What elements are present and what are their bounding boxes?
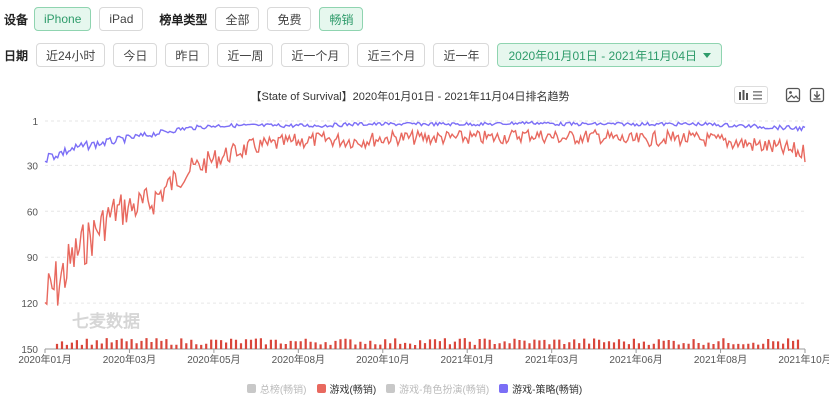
y-axis: 1 30 60 90 120 150 xyxy=(21,117,38,356)
device-ipad-button[interactable]: iPad xyxy=(99,7,144,31)
legend-item-rpg[interactable]: 游戏-角色扮演(畅销) xyxy=(386,381,489,396)
save-image-button[interactable] xyxy=(784,86,802,104)
chevron-down-icon xyxy=(703,52,712,58)
date-range-value: 2020年01月01日 - 2021年11月04日 xyxy=(508,48,698,63)
legend-item-game[interactable]: 游戏(畅销) xyxy=(316,381,377,396)
x-tick-label: 2021年08月 xyxy=(694,353,747,366)
date-month-button[interactable]: 近一个月 xyxy=(281,43,350,67)
series-offchart-markers xyxy=(55,338,800,349)
watermark: 七麦数据 xyxy=(72,311,140,331)
x-tick-label: 2021年03月 xyxy=(525,353,578,366)
view-toggle[interactable] xyxy=(734,86,768,104)
chart-series xyxy=(44,120,806,349)
x-tick-label: 2020年08月 xyxy=(272,353,325,366)
legend-swatch xyxy=(499,384,509,393)
x-tick-label: 2021年01月 xyxy=(441,353,494,366)
x-tick-label: 2020年03月 xyxy=(103,353,156,366)
date-year-button[interactable]: 近一年 xyxy=(433,43,490,67)
rank-type-free-button[interactable]: 免费 xyxy=(267,7,312,31)
date-24h-button[interactable]: 近24小时 xyxy=(36,43,106,67)
legend-label: 游戏-角色扮演(畅销) xyxy=(399,385,490,396)
chart-title: 【State of Survival】2020年01月01日 - 2021年11… xyxy=(250,91,570,103)
legend-label: 游戏-策略(畅销) xyxy=(512,385,583,396)
rank-type-all-button[interactable]: 全部 xyxy=(215,7,260,31)
filter-row-device: 设备 iPhone iPad 榜单类型 全部 免费 畅销 xyxy=(0,6,364,32)
x-tick-label: 2020年01月 xyxy=(18,353,71,366)
x-axis: 2020年01月 2020年03月 2020年05月 2020年08月 2020年10月… xyxy=(18,349,829,366)
x-tick-label: 2021年10月 xyxy=(778,353,829,366)
chart-legend: 总榜(畅销) 游戏(畅销) 游戏-角色扮演(畅销) 游戏-策略(畅销) xyxy=(0,381,829,396)
x-tick-label: 2020年10月 xyxy=(356,353,409,366)
legend-label: 总榜(畅销) xyxy=(259,385,307,396)
device-label: 设备 xyxy=(4,12,29,27)
y-tick-label: 150 xyxy=(21,345,38,356)
y-tick-label: 60 xyxy=(27,207,39,218)
legend-swatch xyxy=(246,384,256,393)
series-line-strategy xyxy=(44,120,806,164)
y-tick-label: 1 xyxy=(32,117,38,128)
date-today-button[interactable]: 今日 xyxy=(113,43,158,67)
legend-label: 游戏(畅销) xyxy=(329,385,377,396)
x-tick-label: 2020年05月 xyxy=(187,353,240,366)
legend-item-overall[interactable]: 总榜(畅销) xyxy=(246,381,307,396)
date-yesterday-button[interactable]: 昨日 xyxy=(165,43,210,67)
legend-item-strategy[interactable]: 游戏-策略(畅销) xyxy=(499,381,582,396)
download-button[interactable] xyxy=(808,86,826,104)
filter-row-date: 日期 近24小时 今日 昨日 近一周 近一个月 近三个月 近一年 2020年01… xyxy=(0,42,723,68)
date-3months-button[interactable]: 近三个月 xyxy=(357,43,426,67)
rank-type-label: 榜单类型 xyxy=(159,12,208,27)
legend-swatch xyxy=(386,384,396,393)
date-range-picker[interactable]: 2020年01月01日 - 2021年11月04日 xyxy=(497,43,723,67)
series-line-game xyxy=(44,128,806,306)
y-tick-label: 30 xyxy=(27,161,39,172)
device-iphone-button[interactable]: iPhone xyxy=(34,7,92,31)
download-icon xyxy=(809,87,825,103)
image-icon xyxy=(785,87,801,103)
bar-list-icon xyxy=(739,90,762,100)
y-tick-label: 120 xyxy=(21,299,38,310)
legend-swatch xyxy=(316,384,326,393)
date-week-button[interactable]: 近一周 xyxy=(217,43,274,67)
x-tick-label: 2021年06月 xyxy=(609,353,662,366)
y-tick-label: 90 xyxy=(27,253,39,264)
rank-type-grossing-button[interactable]: 畅销 xyxy=(319,7,364,31)
date-label: 日期 xyxy=(4,48,29,63)
chart-grid xyxy=(45,120,805,350)
